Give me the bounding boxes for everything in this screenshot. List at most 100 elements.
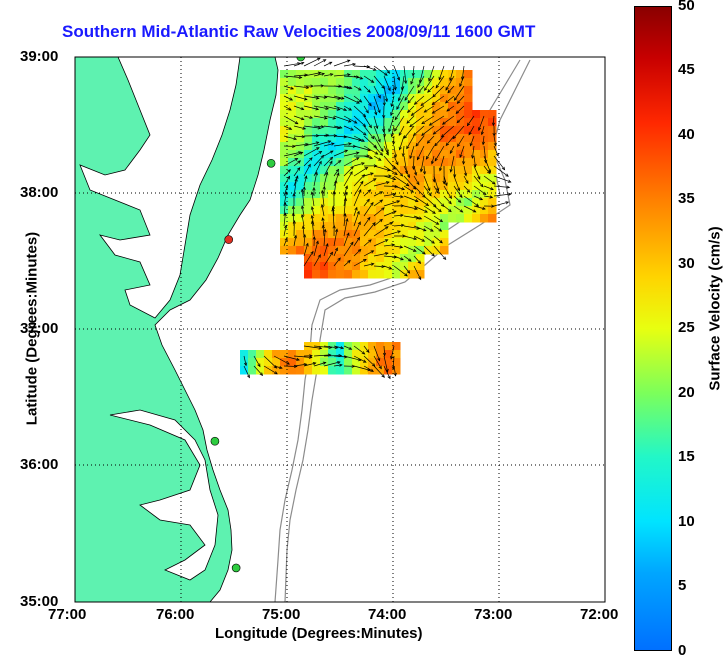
velocity-arrowhead	[310, 250, 314, 255]
velocity-arrowhead	[422, 228, 427, 232]
velocity-vector	[467, 115, 475, 126]
velocity-arrowhead	[318, 150, 323, 155]
radar-stations	[210, 57, 306, 573]
velocity-arrowhead	[310, 214, 314, 219]
velocity-arrowhead	[386, 181, 390, 185]
velocity-vector	[343, 355, 361, 361]
velocity-cell	[416, 134, 425, 143]
velocity-cell	[440, 150, 449, 159]
velocity-vector	[443, 195, 452, 204]
velocity-vector	[431, 155, 435, 164]
velocity-vector	[303, 95, 319, 99]
velocity-vector	[393, 195, 404, 198]
velocity-arrowhead	[449, 168, 453, 173]
velocity-arrowhead	[434, 157, 438, 162]
velocity-cell	[368, 238, 377, 247]
velocity-cell	[312, 366, 321, 375]
velocity-cell	[384, 102, 393, 111]
velocity-vector	[423, 185, 432, 196]
velocity-cell	[472, 126, 481, 135]
velocity-arrowhead	[372, 221, 376, 226]
velocity-vector	[343, 157, 360, 167]
velocity-arrowhead	[343, 197, 348, 202]
velocity-cell	[352, 342, 361, 351]
velocity-vector	[423, 215, 439, 225]
velocity-cell	[448, 198, 457, 207]
velocity-cell	[448, 118, 457, 127]
velocity-vector	[373, 115, 378, 129]
velocity-cell	[320, 350, 329, 359]
velocity-cell	[376, 198, 385, 207]
velocity-cell	[288, 110, 297, 119]
velocity-cell	[336, 350, 345, 359]
velocity-arrowhead	[431, 253, 435, 257]
velocity-cell	[352, 174, 361, 183]
velocity-vector	[427, 85, 435, 93]
velocity-cell	[312, 126, 321, 135]
velocity-vector	[353, 221, 361, 237]
velocity-vector	[303, 72, 321, 77]
velocity-arrowhead	[358, 87, 362, 91]
velocity-vector	[423, 225, 434, 232]
velocity-cell	[368, 182, 377, 191]
velocity-arrowhead	[390, 355, 394, 360]
velocity-cell	[336, 182, 345, 191]
velocity-arrowhead	[505, 201, 510, 205]
velocity-vector	[332, 206, 335, 217]
velocity-arrowhead	[274, 371, 278, 375]
velocity-vector	[413, 255, 421, 264]
velocity-vector	[373, 219, 383, 227]
velocity-cell	[312, 118, 321, 127]
velocity-arrowhead	[357, 248, 362, 253]
cbar-tick-35: 35	[678, 190, 695, 207]
velocity-vector	[313, 125, 324, 128]
velocity-arrowhead	[377, 138, 381, 143]
velocity-cell	[376, 342, 385, 351]
velocity-vector	[383, 210, 397, 217]
velocity-cell	[328, 342, 337, 351]
velocity-cell	[368, 150, 377, 159]
velocity-arrowhead	[423, 109, 428, 113]
velocity-arrowhead	[370, 250, 375, 254]
velocity-cell	[328, 150, 337, 159]
velocity-vector	[445, 135, 455, 146]
velocity-cell	[368, 166, 377, 175]
velocity-arrowhead	[273, 365, 278, 369]
velocity-arrowhead	[452, 135, 456, 140]
velocity-cell	[328, 182, 337, 191]
velocity-arrowhead	[310, 84, 314, 88]
cbar-tick-15: 15	[678, 448, 695, 465]
velocity-cell	[416, 118, 425, 127]
grid-lines	[75, 57, 605, 602]
velocity-vector	[311, 221, 315, 237]
velocity-cell	[464, 78, 473, 87]
velocity-cell	[360, 246, 369, 255]
velocity-arrowhead	[284, 224, 288, 229]
velocity-cell	[384, 198, 393, 207]
velocity-cell	[488, 206, 497, 215]
velocity-arrowhead	[448, 208, 452, 213]
velocity-arrowhead	[438, 208, 442, 213]
velocity-cell	[304, 230, 313, 239]
velocity-vector	[343, 213, 346, 227]
velocity-vector	[383, 155, 396, 170]
cbar-tick-30: 30	[678, 255, 695, 272]
velocity-cell	[384, 110, 393, 119]
velocity-vector	[283, 237, 288, 247]
velocity-vector	[363, 75, 374, 83]
velocity-arrowhead	[370, 368, 374, 372]
velocity-vector	[483, 165, 491, 174]
velocity-cell	[344, 86, 353, 95]
velocity-cell	[360, 134, 369, 143]
velocity-vector	[303, 345, 322, 349]
velocity-cell	[328, 238, 337, 247]
velocity-cell	[328, 142, 337, 151]
velocity-cell	[416, 262, 425, 271]
velocity-arrowhead	[417, 84, 421, 88]
cbar-tick-0: 0	[678, 642, 687, 659]
velocity-cell	[464, 142, 473, 151]
velocity-cell	[400, 190, 409, 199]
velocity-vector	[363, 155, 373, 159]
velocity-arrowhead	[299, 151, 304, 155]
velocity-arrowhead	[398, 132, 402, 137]
